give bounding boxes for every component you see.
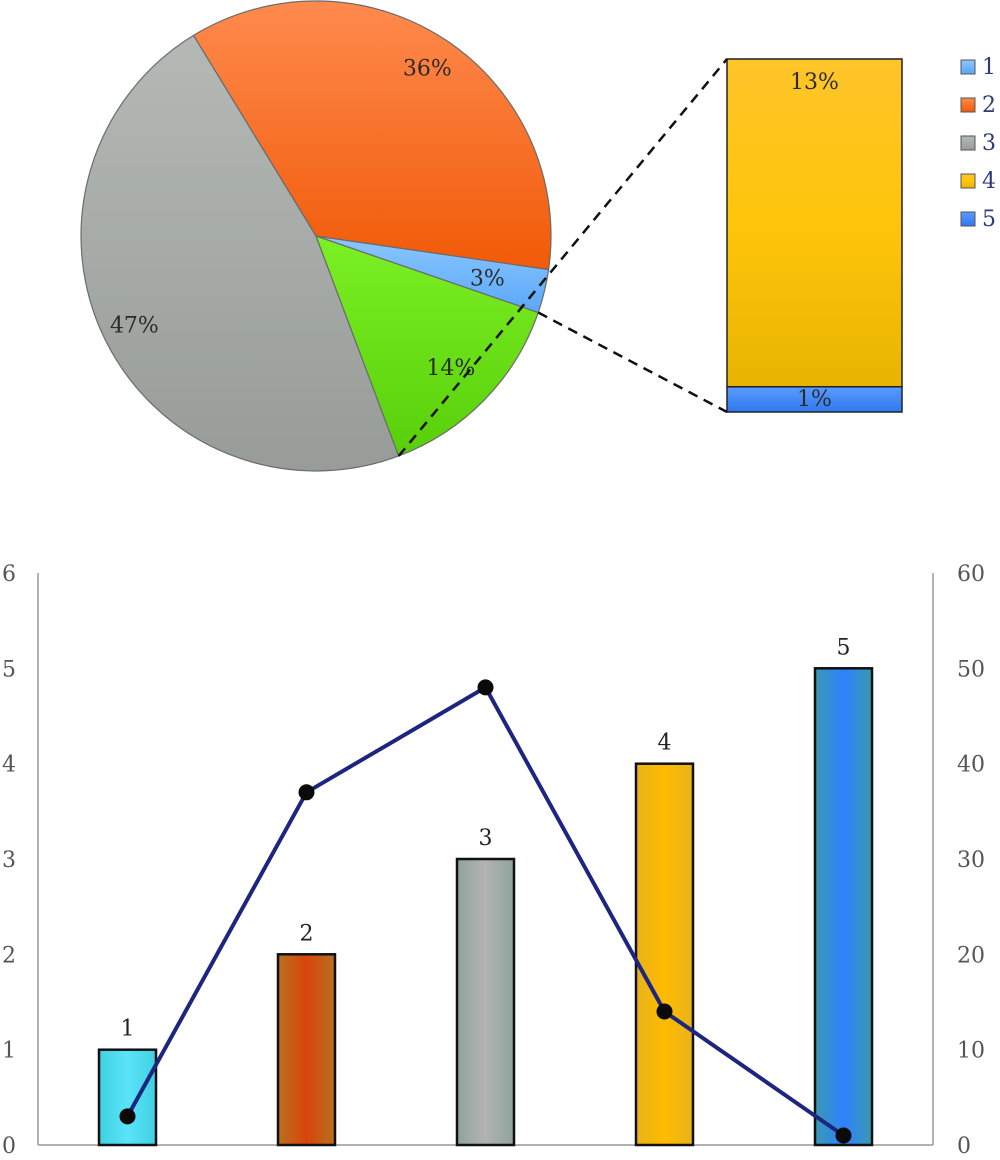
line-point (298, 784, 315, 801)
pie-slice-label: 14% (426, 356, 475, 381)
y-tick-label-right: 60 (957, 562, 985, 587)
legend-swatch (960, 173, 976, 189)
bar (813, 667, 874, 1147)
y-tick-label-right: 10 (957, 1039, 985, 1064)
pie-slice-label: 3% (470, 266, 505, 291)
breakout-bar-chart: 13% 1% (397, 58, 903, 457)
legend-label: 1 (982, 55, 996, 80)
legend-label: 3 (982, 131, 996, 156)
y-tick-label-right: 0 (957, 1134, 971, 1159)
pie-slice-label: 36% (403, 56, 452, 81)
line-point (835, 1127, 852, 1144)
pie-slice (80, 34, 400, 472)
legend-swatch (960, 135, 976, 151)
bar (276, 953, 337, 1147)
legend-swatch (960, 97, 976, 113)
bar-data-label: 3 (479, 826, 493, 851)
line-point (477, 679, 494, 696)
connector-line-top (397, 58, 728, 457)
legend-swatch (960, 59, 976, 75)
pie-slice (192, 0, 552, 271)
legend-label: 2 (982, 93, 996, 118)
y-tick-label-right: 30 (957, 848, 985, 873)
breakout-segment-label: 13% (790, 70, 839, 95)
bar (455, 857, 516, 1147)
pie-chart: 3% 36% 47% 14% (80, 0, 552, 472)
legend-label: 4 (982, 169, 996, 194)
y-tick-label-right: 20 (957, 943, 985, 968)
y-tick-label-left: 4 (2, 753, 16, 778)
y-tick-label-left: 6 (2, 562, 16, 587)
legend-label: 5 (982, 207, 996, 232)
line-point (656, 1003, 673, 1020)
legend: 1 2 3 4 5 (960, 55, 996, 232)
bar-data-label: 5 (837, 635, 851, 660)
connector-line-bottom (537, 311, 728, 414)
breakout-segment (726, 58, 903, 388)
y-tick-label-right: 50 (957, 657, 985, 682)
y-tick-label-left: 3 (2, 848, 16, 873)
bar-data-label: 1 (121, 1017, 135, 1042)
y-tick-label-left: 2 (2, 943, 16, 968)
y-tick-label-right: 40 (957, 753, 985, 778)
y-tick-label-left: 0 (2, 1134, 16, 1159)
bar (634, 762, 695, 1147)
breakout-segment (726, 386, 903, 413)
bar-data-label: 2 (300, 921, 314, 946)
breakout-segment-label: 1% (797, 387, 832, 412)
pie-slice-label: 47% (110, 314, 159, 339)
bar-data-label: 4 (658, 731, 672, 756)
bar (97, 1048, 158, 1147)
pie-slice (314, 235, 539, 457)
line-point (119, 1108, 136, 1125)
y-tick-label-left: 5 (2, 657, 16, 682)
y-tick-label-left: 1 (2, 1039, 16, 1064)
legend-swatch (960, 211, 976, 227)
